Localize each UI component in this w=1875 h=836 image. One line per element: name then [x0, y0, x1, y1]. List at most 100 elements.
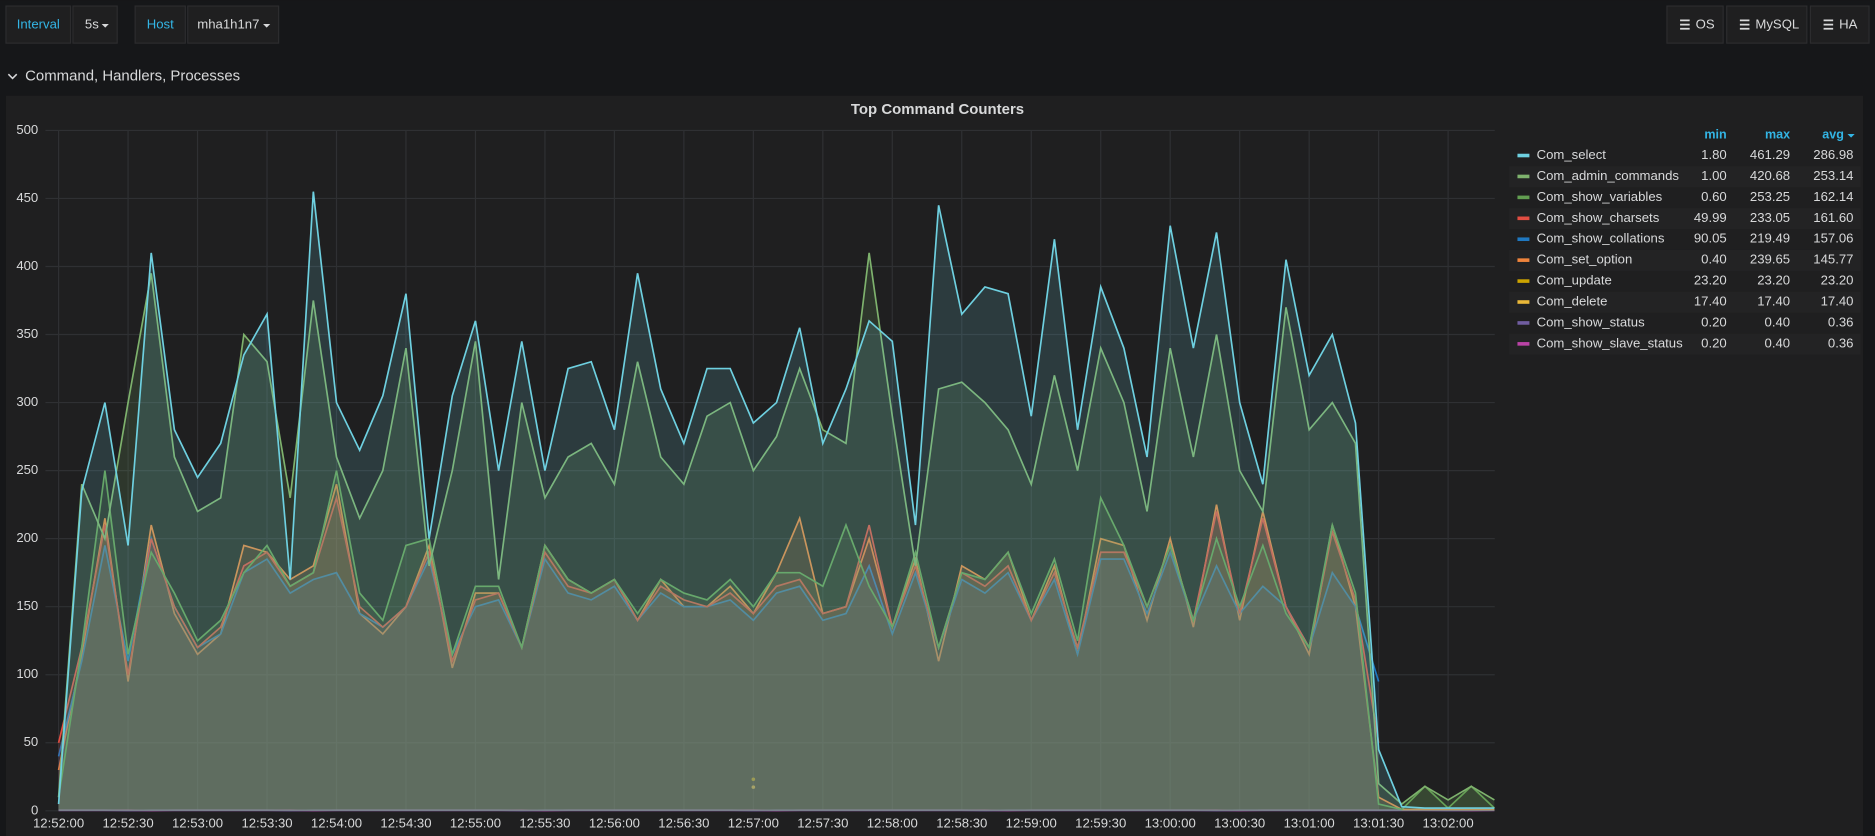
legend-avg: 161.60 — [1813, 210, 1853, 225]
legend-swatch — [1517, 216, 1530, 221]
legend-swatch — [1517, 300, 1530, 304]
legend-max: 239.65 — [1750, 252, 1790, 267]
row-title[interactable]: Command, Handlers, Processes — [25, 68, 240, 85]
x-tick-label: 13:00:00 — [1145, 815, 1196, 830]
legend: Com_select 1.80 461.29 286.98 Com_admin_comm… — [1509, 147, 1861, 355]
legend-max: 253.25 — [1750, 189, 1790, 204]
series-line — [57, 535, 1380, 757]
x-tick-label: 12:55:30 — [519, 815, 570, 830]
series-point — [751, 785, 756, 789]
series-area — [58, 252, 1495, 811]
legend-max: 17.40 — [1757, 293, 1790, 308]
legend-row-bg — [1509, 333, 1861, 355]
menu-icon — [1680, 19, 1690, 30]
legend-min: 1.00 — [1701, 168, 1727, 183]
x-tick-label: 13:01:00 — [1284, 815, 1335, 830]
menu-icon — [1823, 19, 1834, 30]
legend-swatch — [1517, 153, 1530, 158]
legend-min: 0.20 — [1701, 335, 1727, 350]
legend-avg: 17.40 — [1821, 293, 1854, 308]
series-line — [57, 191, 1495, 809]
legend-header[interactable]: max — [1765, 128, 1790, 142]
legend-avg: 0.36 — [1828, 335, 1854, 350]
legend-max: 23.20 — [1757, 273, 1790, 288]
host-select[interactable] — [187, 5, 280, 44]
x-tick-label: 12:59:30 — [1075, 815, 1126, 830]
caret — [101, 23, 109, 28]
x-tick-label: 12:58:00 — [867, 815, 918, 830]
x-tick-label: 12:54:30 — [380, 815, 431, 830]
legend-min: 0.40 — [1701, 252, 1727, 267]
legend-header[interactable]: min — [1704, 128, 1726, 142]
y-tick-label: 300 — [16, 394, 38, 409]
legend-name[interactable]: Com_update — [1537, 273, 1612, 288]
legend-name[interactable]: Com_select — [1537, 147, 1607, 162]
legend-avg: 162.14 — [1813, 189, 1853, 204]
legend-swatch — [1517, 342, 1530, 346]
y-tick-label: 0 — [31, 802, 38, 817]
legend-swatch — [1517, 279, 1530, 283]
legend-avg: 23.20 — [1821, 273, 1854, 288]
legend-header[interactable]: avg — [1822, 128, 1844, 142]
interval-value[interactable]: 5s — [85, 17, 99, 32]
legend-swatch — [1517, 321, 1530, 325]
legend-name[interactable]: Com_show_variables — [1537, 189, 1663, 204]
series-area — [58, 497, 1379, 811]
x-tick-label: 12:59:00 — [1006, 815, 1057, 830]
y-tick-label: 450 — [16, 190, 38, 205]
x-tick-label: 12:57:00 — [728, 815, 779, 830]
interval-select[interactable] — [72, 5, 118, 44]
legend-swatch — [1517, 237, 1530, 242]
x-tick-label: 12:52:00 — [33, 815, 84, 830]
y-tick-label: 100 — [16, 666, 38, 681]
host-label: Host — [147, 17, 174, 32]
x-tick-label: 13:00:30 — [1214, 815, 1265, 830]
y-tick-label: 500 — [16, 122, 38, 137]
legend-name[interactable]: Com_admin_commands — [1537, 168, 1680, 183]
legend-max: 219.49 — [1750, 231, 1790, 246]
caret — [263, 23, 271, 28]
legend-min: 49.99 — [1694, 210, 1727, 225]
link-label[interactable]: OS — [1696, 17, 1715, 32]
legend-name[interactable]: Com_delete — [1537, 293, 1608, 308]
host-value[interactable]: mha1h1n7 — [197, 17, 259, 32]
legend-min: 1.80 — [1701, 147, 1727, 162]
menu-icon — [1739, 19, 1750, 30]
link-label[interactable]: HA — [1839, 17, 1857, 32]
host-label-box — [134, 5, 186, 44]
y-tick-label: 250 — [16, 462, 38, 477]
legend-row-bg — [1509, 208, 1861, 230]
x-tick-label: 13:01:30 — [1353, 815, 1404, 830]
legend-min: 0.20 — [1701, 314, 1727, 329]
x-tick-label: 12:53:00 — [172, 815, 223, 830]
series-point — [751, 777, 756, 782]
legend-max: 461.29 — [1750, 147, 1790, 162]
panel-title[interactable]: Top Command Counters — [851, 101, 1024, 118]
legend-name[interactable]: Com_show_charsets — [1537, 210, 1660, 225]
sort-caret — [1847, 133, 1855, 138]
legend-min: 23.20 — [1694, 273, 1727, 288]
y-tick-label: 350 — [16, 326, 38, 341]
legend-max: 0.40 — [1765, 335, 1791, 350]
link-button[interactable] — [1809, 5, 1870, 44]
legend-row-bg — [1509, 291, 1861, 313]
series-area — [58, 191, 1495, 811]
legend-name[interactable]: Com_show_collations — [1537, 231, 1665, 246]
legend-min: 0.60 — [1701, 189, 1727, 204]
legend-name[interactable]: Com_show_status — [1537, 314, 1646, 329]
link-label[interactable]: MySQL — [1755, 17, 1799, 32]
series-line — [57, 470, 1495, 811]
series-area — [58, 484, 1495, 811]
legend-avg: 0.36 — [1828, 314, 1854, 329]
legend-name[interactable]: Com_show_slave_status — [1537, 335, 1684, 350]
legend-name[interactable]: Com_set_option — [1537, 252, 1633, 267]
interval-label: Interval — [17, 17, 60, 32]
collapse-chevron[interactable] — [7, 73, 18, 80]
legend-max: 420.68 — [1750, 168, 1790, 183]
x-tick-label: 13:02:00 — [1423, 815, 1474, 830]
y-tick-label: 200 — [16, 530, 38, 545]
series-area — [58, 470, 1495, 811]
link-button[interactable] — [1666, 5, 1724, 44]
